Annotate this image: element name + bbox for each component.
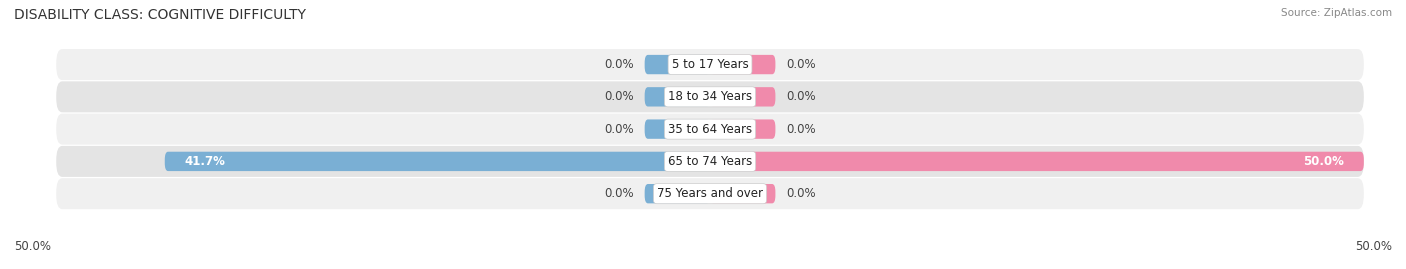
FancyBboxPatch shape <box>710 184 776 203</box>
Text: 0.0%: 0.0% <box>605 187 634 200</box>
Text: 18 to 34 Years: 18 to 34 Years <box>668 90 752 103</box>
Text: DISABILITY CLASS: COGNITIVE DIFFICULTY: DISABILITY CLASS: COGNITIVE DIFFICULTY <box>14 8 307 22</box>
FancyBboxPatch shape <box>644 87 710 107</box>
FancyBboxPatch shape <box>710 119 776 139</box>
FancyBboxPatch shape <box>644 55 710 74</box>
FancyBboxPatch shape <box>56 49 1364 80</box>
Text: 0.0%: 0.0% <box>786 58 815 71</box>
Text: 65 to 74 Years: 65 to 74 Years <box>668 155 752 168</box>
FancyBboxPatch shape <box>710 55 776 74</box>
FancyBboxPatch shape <box>56 114 1364 145</box>
Text: 50.0%: 50.0% <box>1355 240 1392 253</box>
FancyBboxPatch shape <box>165 152 710 171</box>
Text: 50.0%: 50.0% <box>14 240 51 253</box>
Text: Source: ZipAtlas.com: Source: ZipAtlas.com <box>1281 8 1392 18</box>
FancyBboxPatch shape <box>644 184 710 203</box>
Text: 50.0%: 50.0% <box>1303 155 1344 168</box>
Text: 0.0%: 0.0% <box>605 90 634 103</box>
FancyBboxPatch shape <box>56 178 1364 209</box>
Text: 0.0%: 0.0% <box>786 90 815 103</box>
Text: 0.0%: 0.0% <box>605 58 634 71</box>
Text: 5 to 17 Years: 5 to 17 Years <box>672 58 748 71</box>
Text: 35 to 64 Years: 35 to 64 Years <box>668 123 752 136</box>
Text: 0.0%: 0.0% <box>605 123 634 136</box>
Text: 0.0%: 0.0% <box>786 123 815 136</box>
FancyBboxPatch shape <box>56 146 1364 177</box>
FancyBboxPatch shape <box>710 152 1364 171</box>
FancyBboxPatch shape <box>710 87 776 107</box>
FancyBboxPatch shape <box>56 81 1364 112</box>
Text: 75 Years and over: 75 Years and over <box>657 187 763 200</box>
Text: 0.0%: 0.0% <box>786 187 815 200</box>
FancyBboxPatch shape <box>644 119 710 139</box>
Text: 41.7%: 41.7% <box>184 155 225 168</box>
